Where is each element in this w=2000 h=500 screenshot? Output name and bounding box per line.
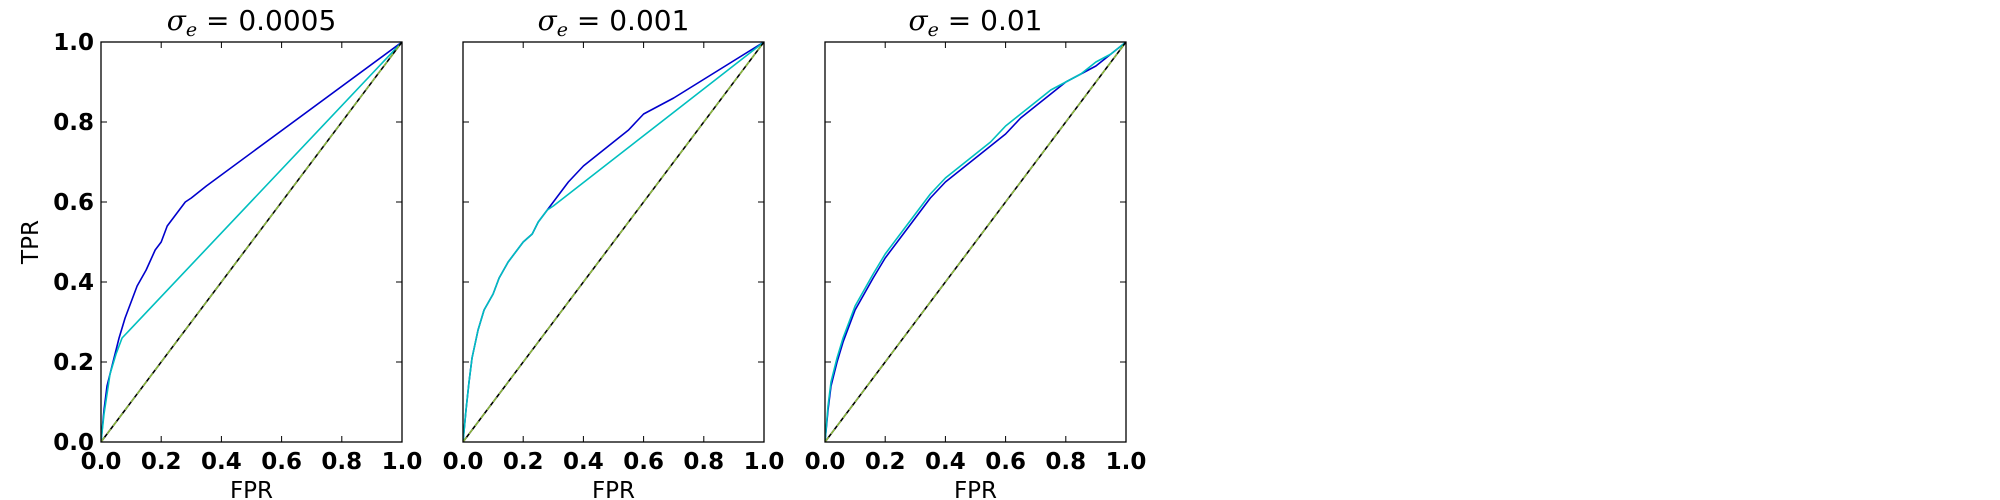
y-axis-label: TPR: [18, 220, 44, 265]
x-tick-label: 0.8: [683, 449, 724, 475]
title-value: = 0.001: [568, 4, 689, 37]
y-tick-label: 0.8: [53, 110, 94, 136]
x-tick-label: 0.2: [141, 449, 182, 475]
title-subscript: e: [186, 19, 197, 41]
x-tick-label: 0.0: [81, 449, 122, 475]
x-tick-label: 0.4: [201, 449, 242, 475]
series-line-2: [825, 42, 1126, 442]
x-tick-label: 0.2: [865, 449, 906, 475]
x-tick-label: 1.0: [382, 449, 423, 475]
x-axis-label: FPR: [230, 478, 273, 500]
x-tick-label: 0.8: [321, 449, 362, 475]
title-value: = 0.0005: [197, 4, 336, 37]
title-subscript: e: [928, 19, 939, 41]
x-axis-label: FPR: [954, 478, 997, 500]
chart-panel-2: 0.0 0.2 0.4 0.6 0.8 1.0 FPR σe = 0.001: [443, 4, 785, 500]
title-symbol: σ: [167, 4, 187, 37]
series-line-2: [463, 42, 764, 442]
axes-frame: [100, 41, 403, 443]
y-tick-label: 0.2: [53, 350, 94, 376]
y-tick-label: 1.0: [53, 30, 94, 56]
x-tick-label: 0.4: [925, 449, 966, 475]
x-tick-label: 1.0: [1106, 449, 1147, 475]
series-group: [101, 42, 402, 442]
x-tick-label: 0.8: [1045, 449, 1086, 475]
x-axis-label: FPR: [592, 478, 635, 500]
x-tick-label: 0.0: [805, 449, 846, 475]
series-line-4: [101, 42, 402, 442]
chart-title: σe = 0.0005: [167, 4, 337, 41]
x-tick-label: 0.0: [443, 449, 484, 475]
x-tick-label: 1.0: [744, 449, 785, 475]
title-subscript: e: [557, 19, 568, 41]
x-tick-label: 0.6: [261, 449, 302, 475]
y-tick-label: 0.0: [53, 430, 94, 456]
title-symbol: σ: [909, 4, 929, 37]
chart-panel-3: 0.0 0.2 0.4 0.6 0.8 1.0 FPR σe = 0.01: [805, 4, 1147, 500]
series-group: [463, 42, 764, 442]
axes-frame: [462, 41, 765, 443]
x-tick-label: 0.6: [623, 449, 664, 475]
series-line-4: [825, 42, 1126, 442]
x-tick-label: 0.6: [985, 449, 1026, 475]
chart-title: σe = 0.001: [538, 4, 690, 41]
series-line-4: [463, 42, 764, 442]
y-tick-label: 0.6: [53, 190, 94, 216]
axes-frame: [824, 41, 1127, 443]
x-tick-label: 0.2: [503, 449, 544, 475]
y-tick-label: 0.4: [53, 270, 94, 296]
series-group: [825, 42, 1126, 442]
chart-panel-1: 0.0 0.2 0.4 0.6 0.8 1.0 0.0 0.2 0.4 0.6 0.8 1.0 FPR T…: [18, 4, 422, 500]
chart-title: σe = 0.01: [909, 4, 1043, 41]
title-value: = 0.01: [939, 4, 1043, 37]
x-tick-label: 0.4: [563, 449, 604, 475]
series-line-2: [101, 42, 402, 442]
title-symbol: σ: [538, 4, 558, 37]
